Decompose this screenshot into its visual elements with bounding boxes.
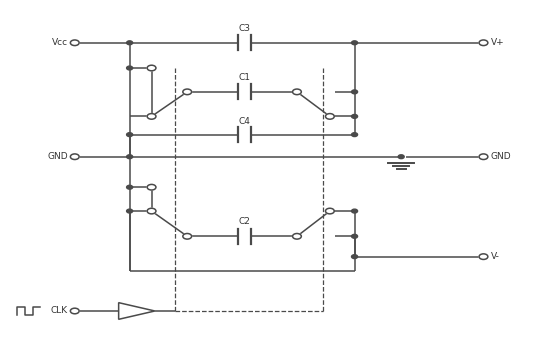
Text: V-: V- (491, 252, 499, 261)
Circle shape (351, 90, 358, 94)
Circle shape (326, 208, 334, 214)
Text: GND: GND (491, 152, 512, 161)
Circle shape (147, 114, 156, 119)
Circle shape (70, 40, 79, 45)
Circle shape (351, 114, 358, 118)
Circle shape (398, 155, 404, 159)
Circle shape (126, 185, 133, 189)
Text: C2: C2 (239, 218, 251, 226)
Circle shape (479, 254, 488, 259)
Circle shape (479, 154, 488, 159)
Circle shape (147, 65, 156, 71)
Circle shape (147, 184, 156, 190)
Text: V+: V+ (491, 38, 504, 47)
Circle shape (293, 89, 301, 95)
Circle shape (293, 233, 301, 239)
Circle shape (351, 133, 358, 137)
Circle shape (147, 208, 156, 214)
Text: C3: C3 (239, 24, 251, 33)
Text: C1: C1 (239, 73, 251, 82)
Circle shape (183, 89, 191, 95)
Circle shape (183, 233, 191, 239)
Circle shape (351, 41, 358, 45)
Circle shape (351, 234, 358, 238)
Text: CLK: CLK (51, 307, 68, 315)
Circle shape (326, 114, 334, 119)
Circle shape (70, 308, 79, 314)
Circle shape (126, 133, 133, 137)
Circle shape (479, 40, 488, 45)
Circle shape (126, 66, 133, 70)
Circle shape (70, 154, 79, 159)
Circle shape (351, 209, 358, 213)
Text: Vcc: Vcc (52, 38, 68, 47)
Text: C4: C4 (239, 117, 251, 126)
Circle shape (126, 209, 133, 213)
Circle shape (126, 155, 133, 159)
Circle shape (351, 255, 358, 259)
Circle shape (126, 41, 133, 45)
Text: GND: GND (47, 152, 68, 161)
